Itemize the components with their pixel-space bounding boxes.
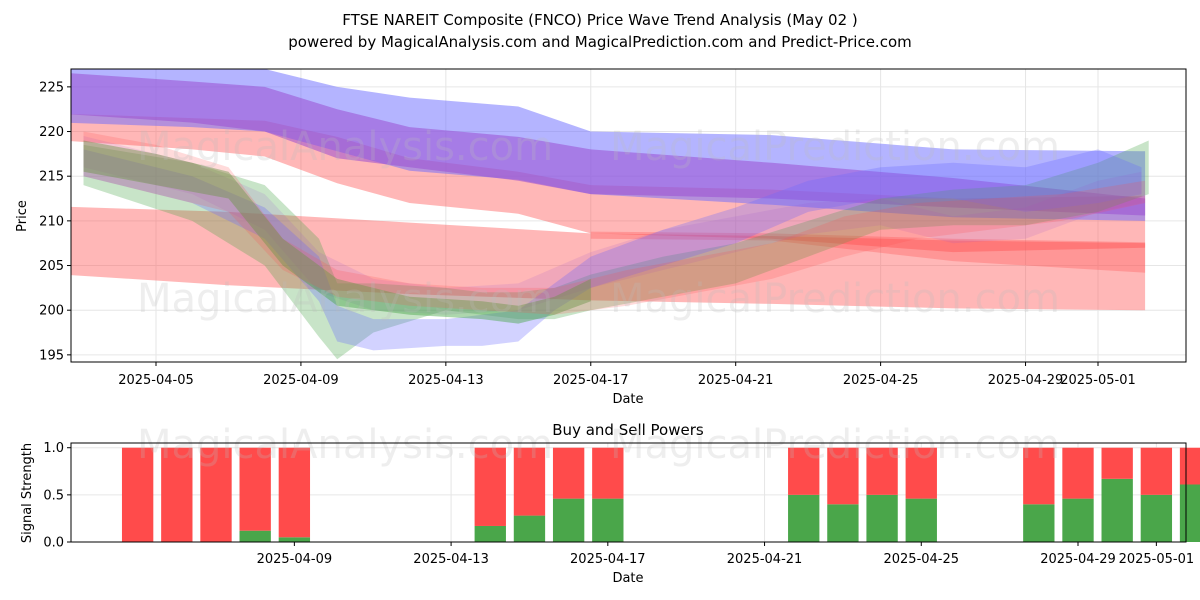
price-ytick-label: 220 <box>39 125 64 140</box>
price-xtick-label: 2025-04-05 <box>118 373 194 388</box>
price-xtick-label: 2025-04-17 <box>553 373 629 388</box>
price-ylabel: Price <box>15 200 30 232</box>
signal-ytick-label: 0.0 <box>43 536 64 551</box>
buy-bar <box>866 494 898 542</box>
price-ytick-label: 200 <box>39 304 64 319</box>
buy-bar <box>1062 498 1094 542</box>
sell-bar <box>866 447 898 495</box>
chart-title: FTSE NAREIT Composite (FNCO) Price Wave … <box>342 11 857 29</box>
sell-bar <box>1023 447 1055 505</box>
buy-bar <box>1179 484 1200 542</box>
sell-bar <box>239 447 271 531</box>
signal-xtick-label: 2025-04-17 <box>570 552 646 567</box>
price-ytick-label: 225 <box>39 80 64 95</box>
signal-panel: Buy and Sell Powers MagicalAnalysis.com … <box>20 421 1200 586</box>
price-ytick-label: 215 <box>39 170 64 185</box>
sell-bar <box>1101 447 1133 479</box>
price-ticks: 195 200 205 210 215 220 225 2025-04-05 2025-04-0… <box>39 80 1136 388</box>
sell-bar <box>161 447 193 542</box>
buy-bar <box>474 525 506 542</box>
price-xtick-label: 2025-04-21 <box>698 373 774 388</box>
price-ytick-label: 195 <box>39 348 64 363</box>
chart-subtitle: powered by MagicalAnalysis.com and Magic… <box>288 33 912 51</box>
sell-bar <box>474 447 506 526</box>
price-xtick-label: 2025-04-25 <box>843 373 919 388</box>
sell-bar <box>200 447 232 542</box>
buy-bar <box>905 498 937 542</box>
sell-bar <box>121 447 154 542</box>
buy-bar <box>513 515 546 542</box>
sell-bar <box>1179 447 1200 485</box>
sell-bar <box>905 447 937 499</box>
signal-axes-frame <box>70 442 1187 543</box>
watermark-prediction-bottom: MagicalPrediction.com <box>610 422 1060 468</box>
buy-bar <box>1023 504 1055 542</box>
price-xtick-label: 2025-04-29 <box>988 373 1064 388</box>
signal-xtick-label: 2025-04-13 <box>413 552 489 567</box>
sell-bar <box>592 447 624 499</box>
signal-ytick-label: 0.5 <box>43 488 64 503</box>
buy-bar <box>592 498 624 542</box>
price-xtick-label: 2025-04-09 <box>263 373 339 388</box>
buy-bar <box>1101 478 1133 542</box>
sell-bar <box>513 447 546 516</box>
buy-bar <box>788 494 820 542</box>
price-xtick-label: 2025-05-01 <box>1060 373 1136 388</box>
watermark-analysis-bottom: MagicalAnalysis.com <box>137 422 553 468</box>
watermark-analysis-top: MagicalAnalysis.com <box>137 124 553 170</box>
price-band-8 <box>83 140 591 324</box>
signal-ytick-label: 1.0 <box>43 441 64 456</box>
price-ytick-label: 205 <box>39 259 64 274</box>
price-panel: MagicalAnalysis.com MagicalPrediction.co… <box>15 68 1187 407</box>
price-axes-frame <box>70 68 1187 363</box>
sell-bar <box>278 447 311 538</box>
price-xlabel: Date <box>612 392 643 407</box>
price-band-6 <box>83 149 1142 351</box>
watermark-prediction-top: MagicalPrediction.com <box>610 124 1060 170</box>
price-band-9 <box>83 131 1146 315</box>
price-band-5 <box>83 140 1149 360</box>
signal-title: Buy and Sell Powers <box>552 421 704 439</box>
sell-bar <box>1062 447 1094 499</box>
price-band-1 <box>590 231 1146 273</box>
price-bands <box>71 69 1149 360</box>
price-band-0 <box>71 206 1146 311</box>
signal-xtick-label: 2025-04-25 <box>883 552 959 567</box>
price-band-7 <box>83 136 1142 315</box>
signal-ticks: 0.0 0.5 1.0 2025-04-09 2025-04-13 2025-04-17 2… <box>43 441 1194 567</box>
buy-bar <box>1140 494 1173 542</box>
sell-bar <box>827 447 859 505</box>
price-band-4 <box>71 73 1146 216</box>
sell-bar <box>788 447 820 495</box>
sell-bar <box>552 447 585 499</box>
watermark-analysis-mid: MagicalAnalysis.com <box>137 276 553 322</box>
signal-bars <box>121 447 1200 542</box>
signal-xtick-label: 2025-04-09 <box>257 552 333 567</box>
signal-xtick-label: 2025-04-21 <box>727 552 803 567</box>
signal-xtick-label: 2025-04-29 <box>1040 552 1116 567</box>
watermark-prediction-mid: MagicalPrediction.com <box>610 276 1060 322</box>
buy-bar <box>239 530 271 542</box>
buy-bar <box>552 498 585 542</box>
sell-bar <box>1140 447 1173 495</box>
price-xtick-label: 2025-04-13 <box>408 373 484 388</box>
signal-ylabel: Signal Strength <box>20 443 35 543</box>
buy-bar <box>278 537 311 542</box>
signal-xtick-label: 2025-05-01 <box>1119 552 1195 567</box>
buy-bar <box>827 504 859 542</box>
price-ytick-label: 210 <box>39 214 64 229</box>
signal-xlabel: Date <box>612 571 643 586</box>
